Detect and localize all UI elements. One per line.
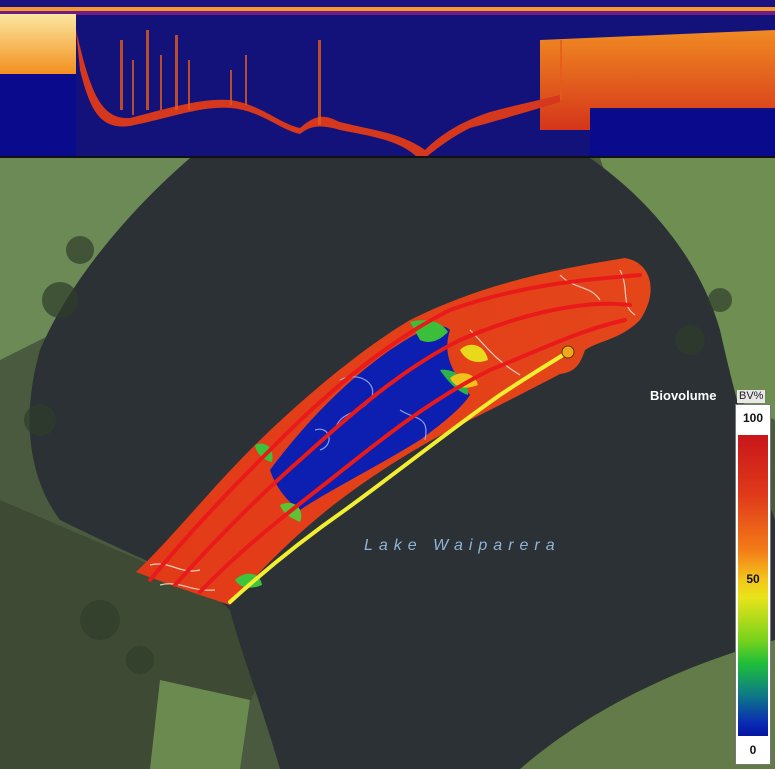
lake-name-label: Lake Waiparera [364, 537, 561, 554]
legend-max-label: 100 [742, 411, 764, 425]
shallow-left-echo [0, 14, 76, 74]
legend-title: Biovolume [650, 388, 717, 403]
legend-mid-label: 50 [746, 572, 760, 586]
map-view [0, 158, 775, 769]
legend-unit: BV% [737, 390, 766, 403]
color-scale-bar [738, 435, 768, 736]
vegetation-right-echo [540, 30, 775, 130]
survey-track-3 [198, 318, 627, 594]
survey-track-2 [173, 301, 632, 587]
surface-line [0, 7, 775, 11]
echogram-panel [0, 0, 775, 158]
survey-track-1 [148, 273, 642, 582]
survey-tracks [148, 273, 642, 604]
low-biovolume-zone [270, 326, 470, 510]
legend-min-label: 0 [749, 743, 757, 757]
current-track [228, 350, 570, 604]
current-position-marker [561, 345, 575, 359]
vegetation-spikes [120, 30, 562, 125]
color-scale-legend: 100 50 0 [735, 404, 771, 765]
